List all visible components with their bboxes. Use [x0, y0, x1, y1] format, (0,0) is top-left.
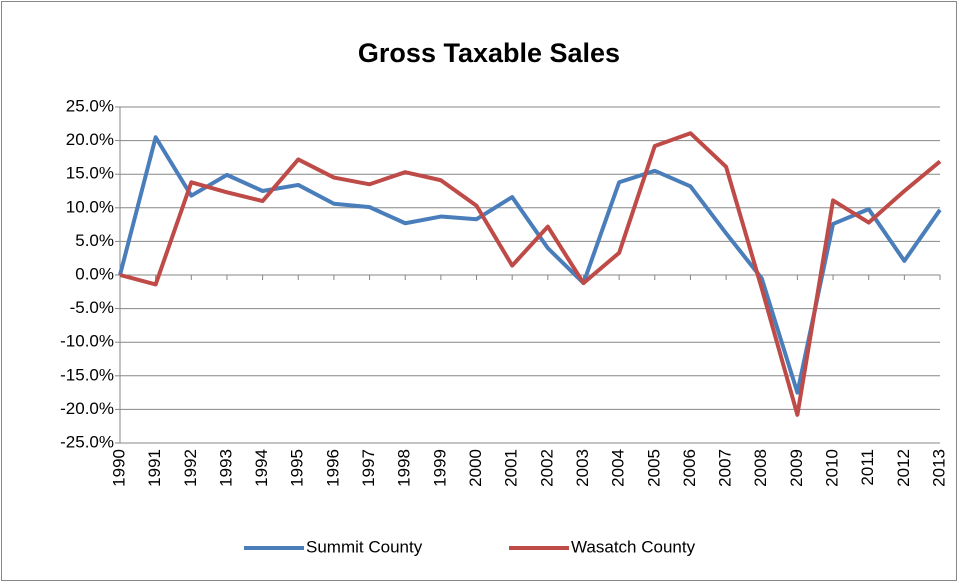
x-tick-label: 2010 — [823, 449, 842, 487]
x-tick-label: 2012 — [894, 449, 913, 487]
x-tick-label: 2009 — [787, 449, 806, 487]
x-tick-label: 2001 — [502, 449, 521, 487]
x-tick-label: 1997 — [359, 449, 378, 487]
x-tick-label: 1996 — [323, 449, 342, 487]
y-tick-label: -15.0% — [60, 365, 114, 384]
legend-label: Wasatch County — [571, 537, 696, 556]
x-tick-label: 2013 — [929, 449, 948, 487]
x-tick-label: 2006 — [680, 449, 699, 487]
y-tick-label: 15.0% — [66, 164, 114, 183]
x-tick-label: 2004 — [609, 449, 628, 487]
y-tick-label: 5.0% — [75, 231, 114, 250]
chart-title: Gross Taxable Sales — [358, 38, 620, 68]
series-line — [118, 135, 942, 395]
x-tick-label: 1990 — [109, 449, 128, 487]
x-tick-label: 2000 — [466, 449, 485, 487]
x-tick-label: 2011 — [858, 449, 877, 486]
x-tick-label: 1992 — [181, 449, 200, 487]
y-tick-label: 25.0% — [66, 96, 114, 115]
x-tick-label: 2005 — [644, 449, 663, 487]
x-tick-label: 2008 — [751, 449, 770, 487]
y-tick-label: 20.0% — [66, 130, 114, 149]
y-tick-label: -5.0% — [70, 298, 114, 317]
x-tick-label: 2002 — [537, 449, 556, 487]
x-tick-label: 1994 — [252, 449, 271, 487]
y-tick-label: 0.0% — [75, 264, 114, 283]
x-tick-label: 1995 — [288, 449, 307, 487]
x-tick-label: 1993 — [216, 449, 235, 487]
x-tick-label: 2003 — [573, 449, 592, 487]
x-tick-label: 1998 — [395, 449, 414, 487]
x-tick-label: 1991 — [145, 449, 164, 487]
y-tick-label: -10.0% — [60, 332, 114, 351]
x-tick-label: 1999 — [430, 449, 449, 487]
y-tick-label: -20.0% — [60, 399, 114, 418]
x-tick-label: 2007 — [716, 449, 735, 487]
legend-label: Summit County — [306, 537, 423, 556]
series-line — [119, 131, 942, 417]
y-tick-label: -25.0% — [60, 432, 114, 451]
y-tick-label: 10.0% — [66, 197, 114, 216]
